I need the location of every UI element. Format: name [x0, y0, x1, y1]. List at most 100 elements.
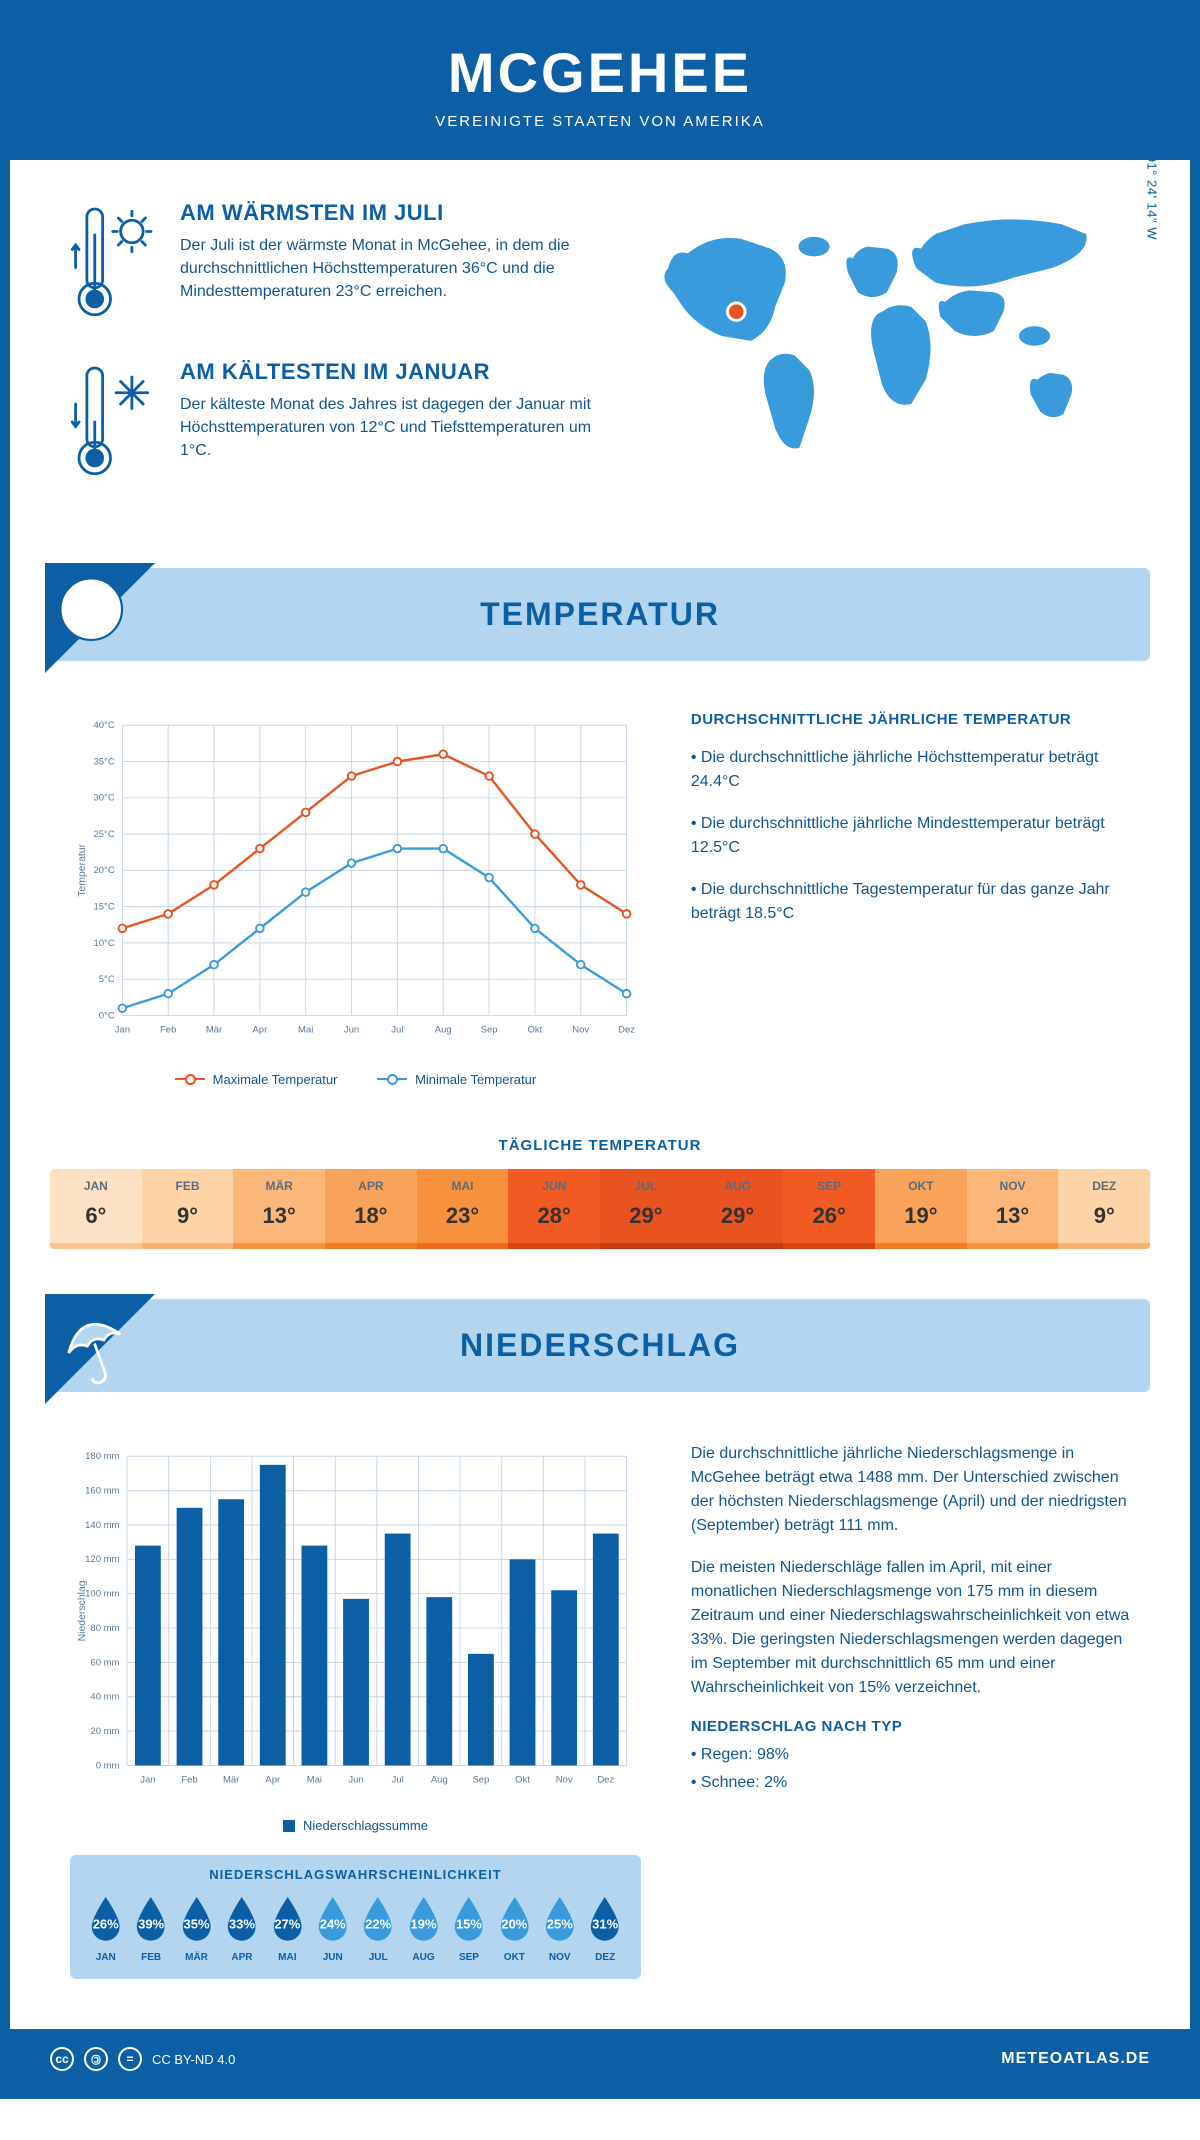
daily-temp-cell: JAN6°: [50, 1169, 142, 1249]
temp-section-title: TEMPERATUR: [480, 596, 720, 632]
svg-text:25°C: 25°C: [93, 828, 114, 839]
probability-drop: 24%JUN: [312, 1894, 353, 1964]
prob-title: NIEDERSCHLAGSWAHRSCHEINLICHKEIT: [85, 1867, 626, 1882]
svg-text:30°C: 30°C: [93, 792, 114, 803]
license-text: CC BY-ND 4.0: [152, 2052, 235, 2067]
cc-icon: cc: [50, 2047, 74, 2071]
svg-text:Sep: Sep: [472, 1774, 489, 1785]
svg-text:Okt: Okt: [528, 1024, 543, 1035]
svg-text:Apr: Apr: [265, 1774, 280, 1785]
daily-temp-cell: SEP26°: [783, 1169, 875, 1249]
precip-probability-box: NIEDERSCHLAGSWAHRSCHEINLICHKEIT 26%JAN39…: [70, 1855, 641, 1980]
svg-text:Aug: Aug: [431, 1774, 448, 1785]
location-marker: [728, 303, 745, 320]
svg-text:140 mm: 140 mm: [85, 1519, 119, 1530]
daily-temp-table: JAN6°FEB9°MÄR13°APR18°MAI23°JUN28°JUL29°…: [50, 1169, 1150, 1249]
svg-text:40 mm: 40 mm: [90, 1691, 119, 1702]
precip-bar-chart: 0 mm20 mm40 mm60 mm80 mm100 mm120 mm140 …: [70, 1442, 641, 1804]
legend-min-label: Minimale Temperatur: [415, 1072, 536, 1087]
probability-drop: 15%SEP: [448, 1894, 489, 1964]
probability-drop: 19%AUG: [403, 1894, 444, 1964]
daily-temp-cell: FEB9°: [142, 1169, 234, 1249]
svg-text:Niederschlag: Niederschlag: [77, 1580, 88, 1641]
city-title: MCGEHEE: [30, 40, 1170, 105]
thermometer-hot-icon: [70, 200, 160, 329]
by-icon: 🄯: [84, 2047, 108, 2071]
daily-temp-cell: DEZ9°: [1058, 1169, 1150, 1249]
svg-text:Mär: Mär: [206, 1024, 222, 1035]
daily-temp-title: TÄGLICHE TEMPERATUR: [10, 1137, 1190, 1154]
svg-text:Jul: Jul: [391, 1024, 403, 1035]
probability-drop: 20%OKT: [494, 1894, 535, 1964]
warmest-title: AM WÄRMSTEN IM JULI: [180, 200, 604, 226]
probability-drop: 22%JUL: [357, 1894, 398, 1964]
header: MCGEHEE VEREINIGTE STAATEN VON AMERIKA: [10, 10, 1190, 160]
temp-info-p3: • Die durchschnittliche Tagestemperatur …: [691, 878, 1130, 926]
coords-text: 33° 37' 45" N — 91° 24' 14" W: [1145, 51, 1160, 240]
probability-drop: 39%FEB: [130, 1894, 171, 1964]
precip-legend: Niederschlagssumme: [70, 1818, 641, 1835]
svg-text:10°C: 10°C: [93, 937, 114, 948]
svg-text:Aug: Aug: [435, 1024, 452, 1035]
svg-text:80 mm: 80 mm: [90, 1622, 119, 1633]
daily-temp-cell: JUL29°: [600, 1169, 692, 1249]
nd-icon: =: [118, 2047, 142, 2071]
world-map-container: ARKANSAS 33° 37' 45" N — 91° 24' 14" W: [644, 200, 1130, 518]
daily-temp-cell: NOV13°: [967, 1169, 1059, 1249]
svg-text:Jun: Jun: [344, 1024, 359, 1035]
precip-legend-label: Niederschlagssumme: [303, 1818, 428, 1833]
svg-text:0 mm: 0 mm: [96, 1760, 120, 1771]
svg-text:20°C: 20°C: [93, 865, 114, 876]
coldest-fact: AM KÄLTESTEN IM JANUAR Der kälteste Mona…: [70, 359, 604, 488]
svg-text:Jun: Jun: [348, 1774, 363, 1785]
daily-temp-cell: APR18°: [325, 1169, 417, 1249]
temp-info-p2: • Die durchschnittliche jährliche Mindes…: [691, 812, 1130, 860]
svg-text:20 mm: 20 mm: [90, 1726, 119, 1737]
svg-text:Okt: Okt: [515, 1774, 530, 1785]
svg-text:60 mm: 60 mm: [90, 1657, 119, 1668]
coordinates: ARKANSAS 33° 37' 45" N — 91° 24' 14" W: [1145, 0, 1160, 240]
footer: cc 🄯 = CC BY-ND 4.0 METEOATLAS.DE: [10, 2029, 1190, 2089]
precip-section-banner: NIEDERSCHLAG: [50, 1299, 1150, 1392]
precip-p1: Die durchschnittliche jährliche Niedersc…: [691, 1442, 1130, 1538]
svg-text:Dez: Dez: [618, 1024, 635, 1035]
precip-section-title: NIEDERSCHLAG: [460, 1327, 740, 1363]
temp-section-banner: TEMPERATUR: [50, 568, 1150, 661]
svg-text:Dez: Dez: [597, 1774, 614, 1785]
probability-drop: 31%DEZ: [584, 1894, 625, 1964]
svg-text:0°C: 0°C: [99, 1010, 115, 1021]
svg-text:Mai: Mai: [307, 1774, 322, 1785]
precip-rain: • Regen: 98%: [691, 1743, 1130, 1767]
daily-temp-cell: JUN28°: [508, 1169, 600, 1249]
probability-drop: 33%APR: [221, 1894, 262, 1964]
sun-icon: [45, 563, 155, 673]
umbrella-icon: [45, 1294, 155, 1404]
temp-legend: Maximale Temperatur Minimale Temperatur: [70, 1068, 641, 1087]
country-subtitle: VEREINIGTE STAATEN VON AMERIKA: [30, 113, 1170, 130]
daily-temp-cell: MÄR13°: [233, 1169, 325, 1249]
svg-text:40°C: 40°C: [93, 720, 114, 731]
svg-text:35°C: 35°C: [93, 756, 114, 767]
world-map-icon: [644, 200, 1130, 472]
daily-temp-cell: MAI23°: [417, 1169, 509, 1249]
precip-type-heading: NIEDERSCHLAG NACH TYP: [691, 1718, 1130, 1735]
svg-text:Jan: Jan: [140, 1774, 155, 1785]
temp-chart: 0°C5°C10°C15°C20°C25°C30°C35°C40°CJanFeb…: [70, 711, 641, 1087]
intro-facts: AM WÄRMSTEN IM JULI Der Juli ist der wär…: [70, 200, 604, 518]
svg-text:Temperatur: Temperatur: [77, 843, 88, 896]
svg-text:Apr: Apr: [252, 1024, 267, 1035]
footer-site: METEOATLAS.DE: [1001, 2050, 1150, 2068]
precip-p2: Die meisten Niederschläge fallen im Apri…: [691, 1556, 1130, 1700]
temp-info-heading: DURCHSCHNITTLICHE JÄHRLICHE TEMPERATUR: [691, 711, 1130, 728]
svg-text:Feb: Feb: [181, 1774, 197, 1785]
drops-row: 26%JAN39%FEB35%MÄR33%APR27%MAI24%JUN22%J…: [85, 1894, 626, 1964]
daily-temp-cell: OKT19°: [875, 1169, 967, 1249]
svg-text:Feb: Feb: [160, 1024, 176, 1035]
svg-text:Nov: Nov: [572, 1024, 589, 1035]
svg-text:Sep: Sep: [481, 1024, 498, 1035]
precip-text: Die durchschnittliche jährliche Niedersc…: [691, 1442, 1130, 1980]
svg-text:Nov: Nov: [556, 1774, 573, 1785]
page: MCGEHEE VEREINIGTE STAATEN VON AMERIKA A…: [0, 0, 1200, 2099]
coldest-text: Der kälteste Monat des Jahres ist dagege…: [180, 393, 604, 463]
legend-max-label: Maximale Temperatur: [213, 1072, 338, 1087]
